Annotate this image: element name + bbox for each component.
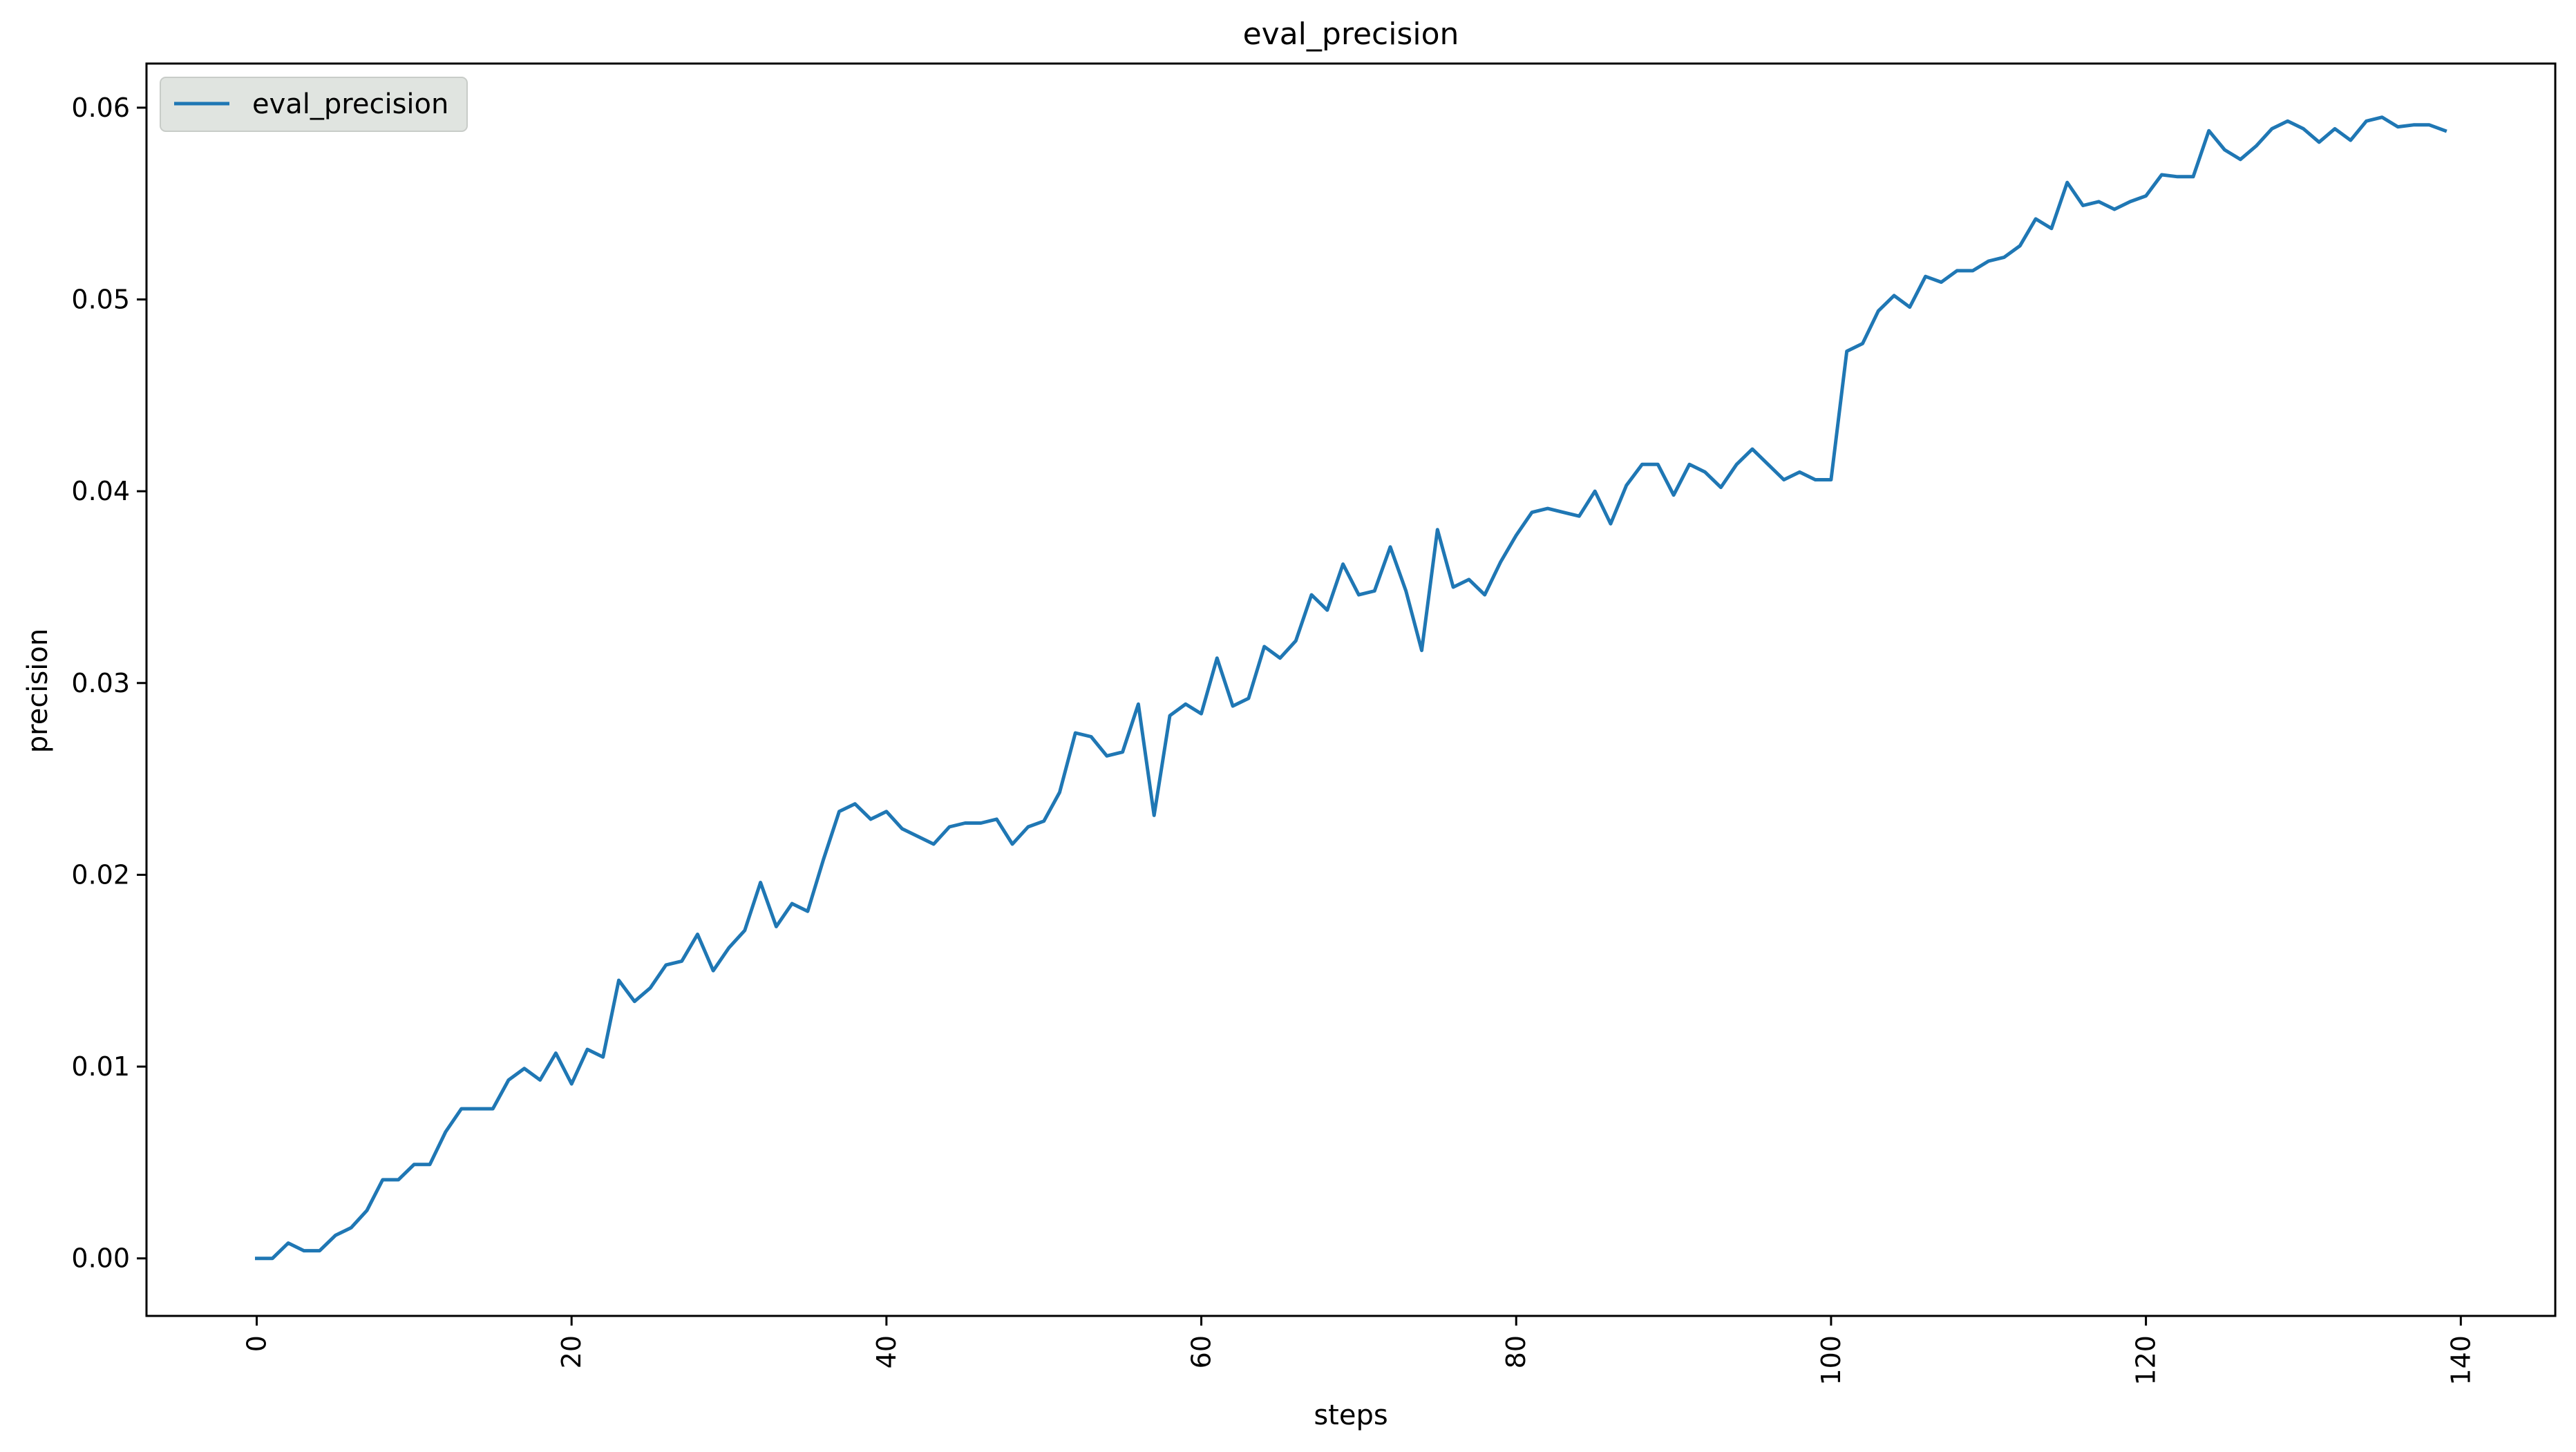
legend-label: eval_precision [252,88,448,120]
x-tick-label: 0 [241,1335,272,1352]
series-line-eval-precision [255,115,2447,1261]
y-tick-label: 0.06 [71,93,130,123]
plot-area-frame [145,62,2557,1317]
y-tick-label: 0.05 [71,284,130,314]
x-tick-label: 140 [2445,1335,2476,1386]
x-tick-label: 120 [2131,1335,2161,1386]
x-tick-label: 40 [871,1335,902,1368]
x-tick-label: 20 [556,1335,587,1368]
y-tick-label: 0.00 [71,1243,130,1274]
legend: eval_precision [160,77,468,132]
legend-box [160,77,468,132]
y-tick-label: 0.04 [71,476,130,506]
x-tick-label: 60 [1186,1335,1217,1368]
y-tick-label: 0.01 [71,1051,130,1082]
y-tick-label: 0.03 [71,668,130,698]
x-tick-label: 80 [1501,1335,1531,1368]
y-axis-ticks: 0.00 0.01 0.02 0.03 0.04 0.05 0.06 [71,93,146,1274]
y-tick-label: 0.02 [71,859,130,890]
chart-title: eval_precision [1243,17,1459,52]
x-axis-ticks: 0 20 40 60 80 100 120 140 [241,1316,2476,1386]
x-tick-label: 100 [1816,1335,1846,1386]
y-axis-label: precision [22,629,54,753]
series-layer [255,115,2447,1261]
x-axis-label: steps [1314,1400,1388,1431]
